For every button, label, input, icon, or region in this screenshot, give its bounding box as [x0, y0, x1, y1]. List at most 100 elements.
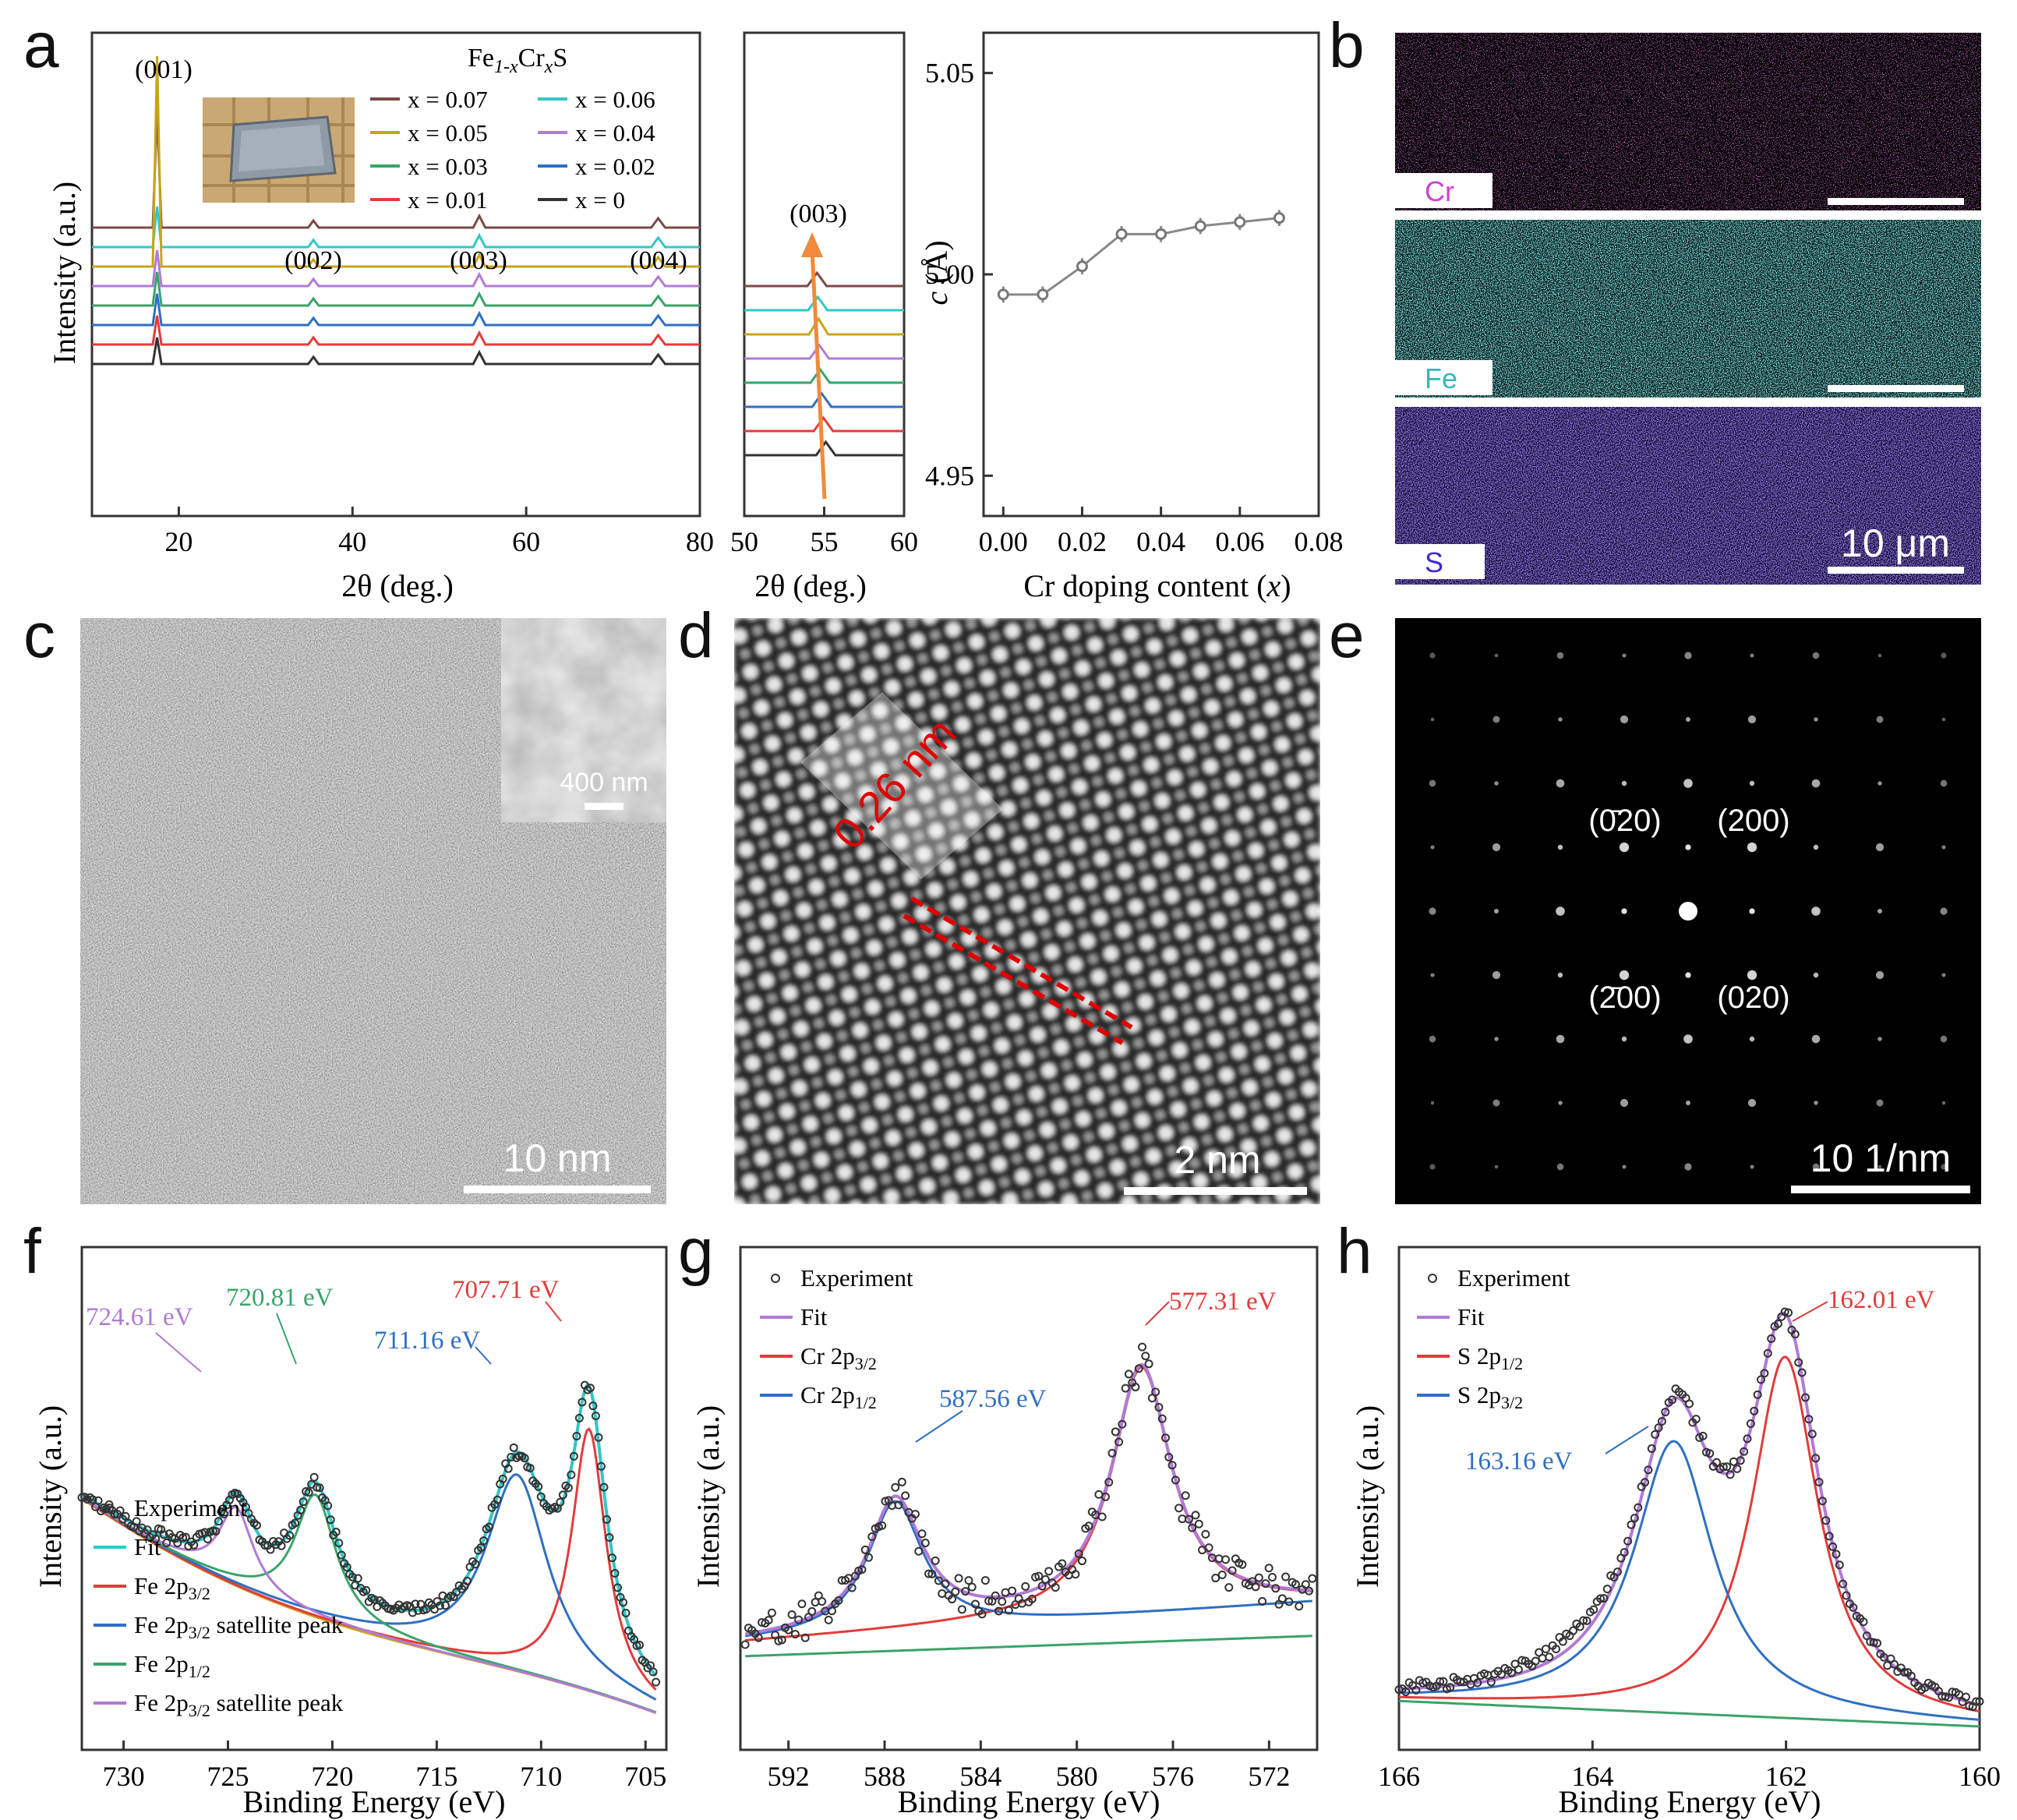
saed-spot: [1812, 652, 1820, 659]
xps-cr-point: [1154, 1402, 1164, 1412]
saed-spot: [1429, 1035, 1436, 1043]
annotation-arrow: [155, 1332, 202, 1373]
xps-cr-point: [841, 1575, 850, 1585]
xps-xtick-label: 584: [959, 1761, 1001, 1792]
saed-spot: [1941, 652, 1947, 659]
xps-fe-point: [599, 1483, 609, 1492]
saed-spot: [1877, 1164, 1882, 1169]
annotation-arrow: [1792, 1301, 1828, 1322]
xps-s-point: [1828, 1542, 1838, 1551]
xps-xtick-label: 580: [1056, 1761, 1098, 1792]
hrtem-inset-scalebar-label: 400 nm: [560, 768, 648, 797]
lattice-point: [1273, 212, 1285, 224]
xrd-legend: x = 0.07 x = 0.06 x = 0.05 x = 0.04 x = 0.03…: [370, 86, 655, 214]
xps-fe-satellite-purple: [81, 1496, 657, 1714]
xrd-trace: [92, 337, 700, 366]
xps-s-point: [1555, 1633, 1564, 1642]
xps-cr-point: [740, 1640, 750, 1649]
xps-s-point: [1671, 1384, 1680, 1394]
xps-cr-point: [1254, 1573, 1263, 1582]
xps-fe-point: [610, 1569, 620, 1578]
lattice-xtick-label: 0.00: [979, 526, 1028, 557]
saed-spot: [1430, 717, 1435, 722]
saed-spot: [1683, 779, 1693, 788]
xps-s-point: [1770, 1322, 1779, 1331]
hrtem-inset: [501, 618, 666, 822]
annotation-arrow: [1145, 1301, 1170, 1326]
xps-xtick-label: 164: [1571, 1761, 1613, 1792]
xps-cr-point: [1207, 1553, 1217, 1563]
saed-spot: [1814, 1101, 1818, 1105]
saed-spot: [1429, 779, 1436, 787]
xps-fe-point: [164, 1529, 174, 1539]
xps-cr-point: [1188, 1523, 1197, 1532]
xps-cr-point: [1261, 1579, 1270, 1589]
saed-pattern: (0̄20) (200) (2̄00) (020) 10 1/nm: [1395, 618, 1981, 1204]
saed-spot: [1429, 907, 1436, 915]
lattice-line: [1003, 217, 1280, 296]
xps-s-point: [1606, 1571, 1616, 1580]
xps-s-point: [1572, 1619, 1581, 1628]
xps-s-point: [1797, 1368, 1807, 1377]
xps-s-point: [1701, 1447, 1711, 1457]
xps-cr-point: [1171, 1475, 1180, 1485]
xps-fe-point: [293, 1511, 302, 1520]
lattice-frame: [982, 31, 1320, 518]
xps-s-point: [1644, 1465, 1653, 1475]
lattice-ytick-label: 5.05: [925, 58, 974, 89]
saed-spot: [1556, 906, 1565, 916]
xps-cr-point: [1288, 1578, 1297, 1587]
saed-spot: [1619, 842, 1630, 853]
saed-spot: [1429, 1164, 1436, 1170]
xps-fe-point: [536, 1492, 546, 1501]
xps-fe-point: [337, 1550, 346, 1560]
saed-spot: [1941, 1101, 1946, 1105]
xps-cr-point: [1221, 1555, 1231, 1564]
xps-fe-point: [255, 1536, 264, 1545]
saed-spot: [1747, 715, 1757, 724]
panel-label-h: h: [1337, 1216, 1372, 1287]
saed-spot: [1621, 908, 1627, 914]
saed-spot: [1749, 1036, 1755, 1042]
xps-fe-point: [351, 1581, 360, 1590]
xps-cr-point: [1267, 1573, 1277, 1582]
peak-annotation: 724.61 eV: [86, 1303, 193, 1331]
xrd-trace: [92, 271, 700, 307]
xrd-trace: [92, 55, 700, 268]
xps-cr-point: [920, 1539, 930, 1548]
xps-cr-point: [761, 1618, 770, 1627]
xps-cr-point: [1008, 1586, 1017, 1596]
saed-spot: [1685, 844, 1691, 850]
hrtem-image: 400 nm 10 nm: [80, 618, 666, 1204]
saed-spot: [1685, 972, 1691, 978]
xps-cr-point: [967, 1582, 977, 1592]
eds-label-fe: Fe: [1425, 362, 1457, 394]
xps-fe-point: [605, 1533, 614, 1543]
saed-spot: [1622, 1164, 1627, 1169]
xps-cr-point: [860, 1545, 870, 1554]
xps-fe-point: [441, 1601, 450, 1610]
saed-spot: [1557, 972, 1563, 978]
xps-s-point: [1623, 1536, 1633, 1546]
xps-fe-point: [479, 1536, 489, 1546]
xps-s-point: [1763, 1348, 1772, 1358]
lattice-xlabel: Cr doping content (x): [1023, 568, 1291, 603]
saed-scalebar: [1791, 1186, 1970, 1193]
xps-fe-point: [118, 1514, 128, 1524]
xps-cr-point: [1004, 1606, 1013, 1615]
lattice-point: [1076, 260, 1088, 273]
xps-fe-point: [113, 1509, 122, 1518]
xps-cr-point: [1047, 1578, 1057, 1588]
saed-spot: [1556, 1163, 1564, 1171]
lattice-point: [1234, 216, 1246, 228]
saed-spot: [1941, 1164, 1947, 1170]
saed-spot: [1620, 1098, 1629, 1108]
xps-cr-point: [867, 1532, 877, 1542]
xps-s-point: [1394, 1685, 1404, 1695]
xps-cr-point: [917, 1529, 927, 1539]
xps-cr-point: [1124, 1369, 1133, 1379]
xps-fe-point: [77, 1493, 87, 1502]
saed-spot: [1620, 715, 1629, 724]
xps-cr-point: [971, 1599, 980, 1609]
xps-fe-point: [438, 1591, 447, 1600]
